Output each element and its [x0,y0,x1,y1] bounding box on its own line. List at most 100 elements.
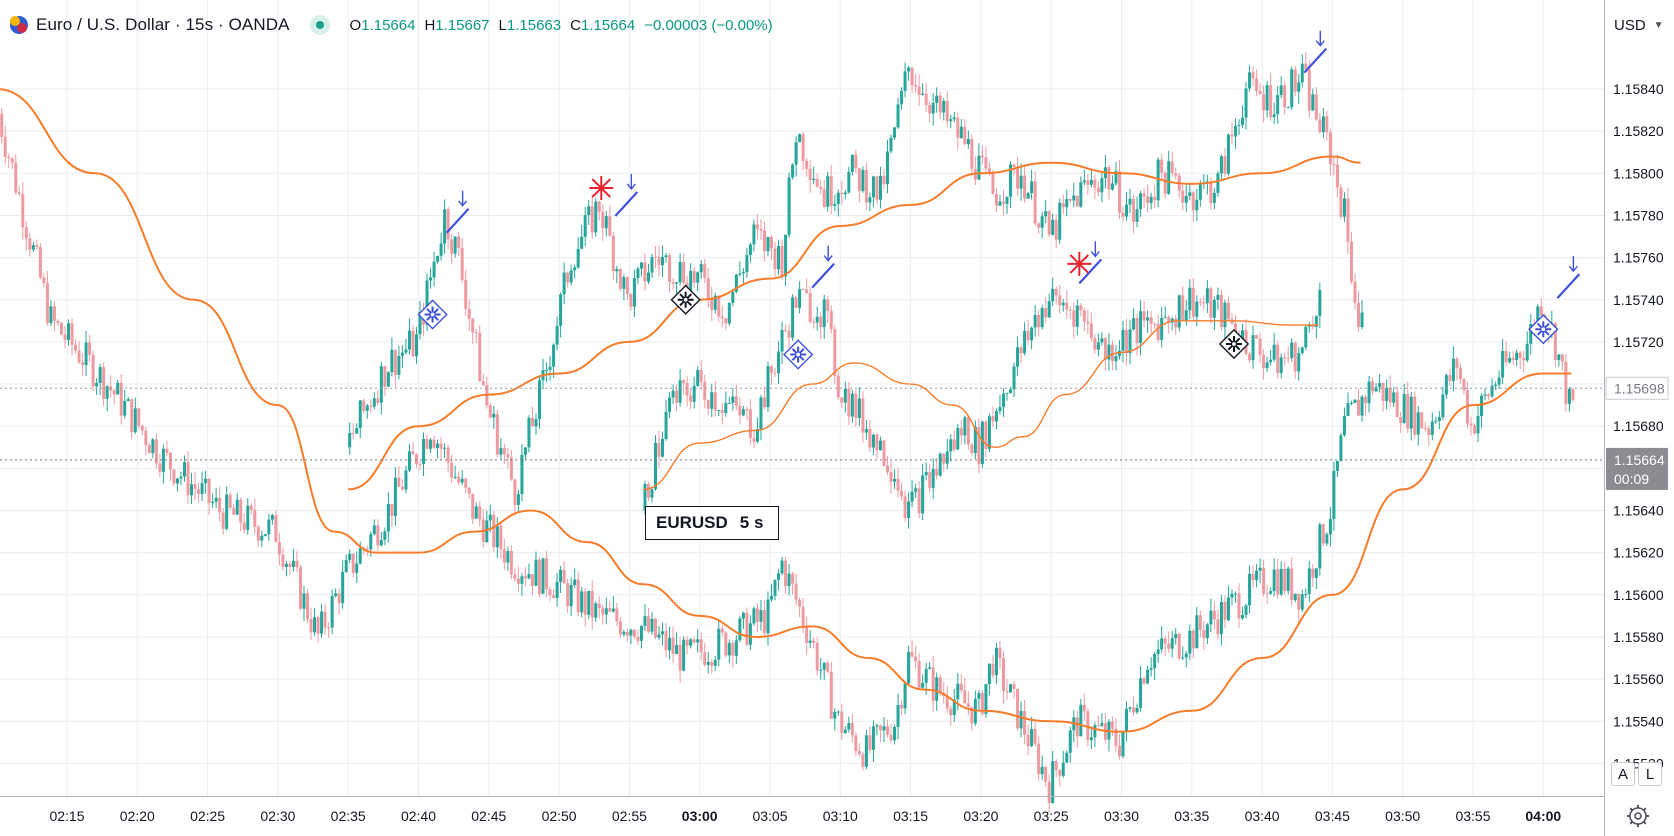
candle-body [495,525,499,548]
candle-body [900,704,904,709]
candle-body [436,255,440,262]
candle-body [1026,193,1030,199]
candle-body [1244,88,1248,118]
candle-body [270,515,274,520]
candle-body [580,236,584,249]
candle-body [513,479,517,505]
candle-body [1016,347,1020,367]
candle-body [801,289,805,291]
candle-body [446,209,450,240]
candle-body [868,735,872,750]
open-value: 1.15664 [361,16,416,34]
candle-body [812,321,816,323]
log-scale-button[interactable]: L [1638,762,1662,786]
candle-body [882,726,886,731]
candle-body [1135,318,1139,344]
candle-body [1033,181,1037,224]
candle-body [31,245,35,250]
candle-body [1044,766,1048,782]
candle-body [632,629,636,637]
candle-body [734,274,738,292]
candle-body [1342,415,1346,436]
candle-body [1230,593,1234,598]
candle-body [1096,342,1100,350]
candle-body [1160,318,1164,340]
blue-snowflake-marker [782,339,814,370]
candle-body [1079,704,1083,737]
candle-body [885,151,889,185]
candle-body [945,100,949,122]
candle-body [1125,708,1129,733]
candle-body [1335,164,1339,188]
candle-body [1058,295,1062,306]
currency-selector[interactable]: USD ▼ [1610,10,1670,40]
candle-body [798,134,802,143]
candle-body [453,476,457,478]
candle-body [207,478,211,503]
candle-body [741,271,745,274]
candle-body [443,209,447,244]
candle-body [1311,94,1315,111]
candle-body [1205,181,1209,183]
candle-body [1455,358,1459,369]
gear-icon[interactable] [1625,803,1651,829]
symbol-title[interactable]: Euro / U.S. Dollar · 15s · OANDA [36,15,290,34]
candle-body [559,294,563,326]
candle-body [903,71,907,91]
candle-body [1075,305,1079,327]
candle-body [819,669,823,671]
candle-body [748,623,752,645]
candle-body [1283,85,1287,108]
candle-body [450,239,454,254]
candle-body [436,443,440,448]
candle-body [994,411,998,422]
candle-body [471,493,475,519]
candle-body [970,444,974,454]
candle-body [1290,69,1294,108]
candle-body [1258,338,1262,355]
candle-body [829,671,833,719]
candle-body [263,534,267,536]
candle-body [773,372,777,374]
candle-body [931,667,935,701]
candle-body [1001,658,1005,692]
candle-body [727,642,731,656]
candle-body [689,639,693,646]
candle-body [1497,377,1501,385]
candle-body [878,175,882,200]
candle-body [105,386,109,399]
candle-body [1314,94,1318,120]
candle-body [523,447,527,455]
candle-body [980,421,984,464]
candle-body [1504,350,1508,363]
candle-body [1293,69,1297,92]
candle-body [889,137,893,152]
candle-body [1241,615,1245,619]
candle-body [682,261,686,283]
auto-scale-button[interactable]: A [1611,762,1635,786]
candle-body [1557,354,1561,360]
candle-body [495,413,499,455]
candle-body [1223,156,1227,174]
candle-body [805,626,809,643]
candle-body [411,330,415,357]
candle-body [414,334,418,357]
candle-body [1297,353,1301,372]
candle-body [703,264,707,279]
candle-body [1117,171,1121,213]
candle-body [1276,95,1280,115]
candle-body [509,550,513,575]
candle-body [1019,347,1023,354]
candle-body [1001,393,1005,408]
x-tick-label: 03:35 [1174,808,1209,824]
candle-body [1318,290,1322,317]
candle-body [1082,310,1086,322]
candle-body [478,332,482,382]
candle-body [407,330,411,350]
candle-body [154,439,158,464]
candle-body [1058,202,1062,240]
candle-body [123,401,127,416]
candle-body [766,237,770,252]
candle-body [1328,132,1332,165]
